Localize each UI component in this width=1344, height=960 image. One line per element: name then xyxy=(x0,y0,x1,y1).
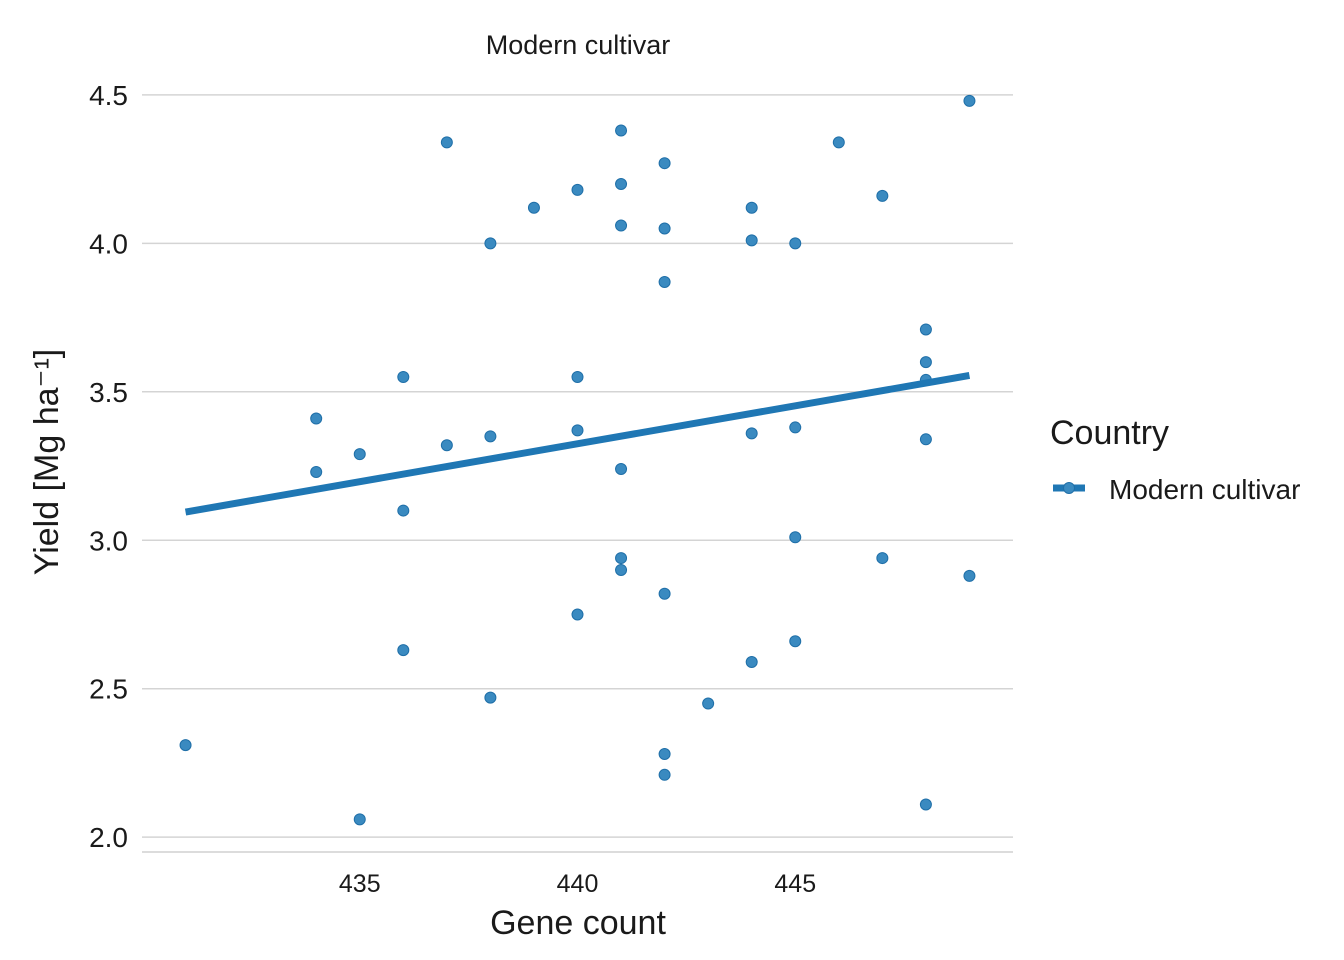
data-point xyxy=(353,813,366,826)
data-point xyxy=(745,427,758,440)
x-axis-label: Gene count xyxy=(490,904,666,942)
data-point xyxy=(963,94,976,107)
data-point xyxy=(615,563,628,576)
data-point xyxy=(789,635,802,648)
data-point xyxy=(658,222,671,235)
legend-title: Country xyxy=(1050,414,1169,452)
data-point xyxy=(353,448,366,461)
data-point xyxy=(832,136,845,149)
data-point xyxy=(658,748,671,761)
data-point xyxy=(789,237,802,250)
data-point xyxy=(310,412,323,425)
data-point xyxy=(440,136,453,149)
data-point xyxy=(397,370,410,383)
data-point xyxy=(571,608,584,621)
data-point xyxy=(571,424,584,437)
x-tick-label: 445 xyxy=(774,870,816,898)
data-point xyxy=(484,237,497,250)
data-point xyxy=(658,587,671,600)
data-point xyxy=(658,768,671,781)
y-tick-labels: 2.0 2.5 3.0 3.5 4.0 4.5 xyxy=(89,80,128,853)
chart-title: Modern cultivar xyxy=(486,30,671,60)
x-tick-label: 435 xyxy=(339,870,381,898)
data-point xyxy=(397,504,410,517)
data-point xyxy=(658,275,671,288)
data-point xyxy=(919,798,932,811)
legend-entry-label: Modern cultivar xyxy=(1109,474,1300,505)
data-point xyxy=(484,430,497,443)
y-tick-label: 4.5 xyxy=(89,80,128,111)
data-point xyxy=(789,421,802,434)
data-point xyxy=(484,691,497,704)
data-point xyxy=(615,124,628,137)
data-point xyxy=(179,739,192,752)
data-point xyxy=(745,655,758,668)
data-point xyxy=(571,370,584,383)
y-gridlines xyxy=(142,94,1013,838)
data-point xyxy=(919,323,932,336)
data-point xyxy=(615,463,628,475)
y-tick-label: 2.0 xyxy=(89,822,128,853)
data-point xyxy=(397,644,410,657)
legend-key-point xyxy=(1063,482,1075,494)
y-tick-label: 4.0 xyxy=(89,228,128,259)
legend: Country Modern cultivar xyxy=(1050,414,1300,505)
data-point xyxy=(745,201,758,214)
x-tick-labels: 435 440 445 xyxy=(339,870,816,898)
data-point xyxy=(615,219,628,232)
data-point xyxy=(571,183,584,196)
y-tick-label: 3.5 xyxy=(89,377,128,408)
data-point xyxy=(919,356,932,369)
data-point xyxy=(658,157,671,170)
data-point xyxy=(440,439,453,452)
y-tick-label: 3.0 xyxy=(89,525,128,556)
trend-line xyxy=(184,372,971,516)
x-tick-label: 440 xyxy=(557,870,599,898)
data-point xyxy=(615,177,628,190)
data-point xyxy=(876,552,889,565)
y-tick-label: 2.5 xyxy=(89,674,128,705)
data-point xyxy=(310,465,323,478)
y-axis-label: Yield [Mg ha⁻¹] xyxy=(28,349,66,575)
data-point xyxy=(963,569,976,582)
data-point xyxy=(615,552,628,565)
data-point xyxy=(702,697,715,710)
data-point xyxy=(745,234,758,247)
data-point xyxy=(876,189,889,202)
data-points xyxy=(179,94,976,826)
data-point xyxy=(527,201,540,214)
data-point xyxy=(919,433,932,446)
data-point xyxy=(789,531,802,544)
